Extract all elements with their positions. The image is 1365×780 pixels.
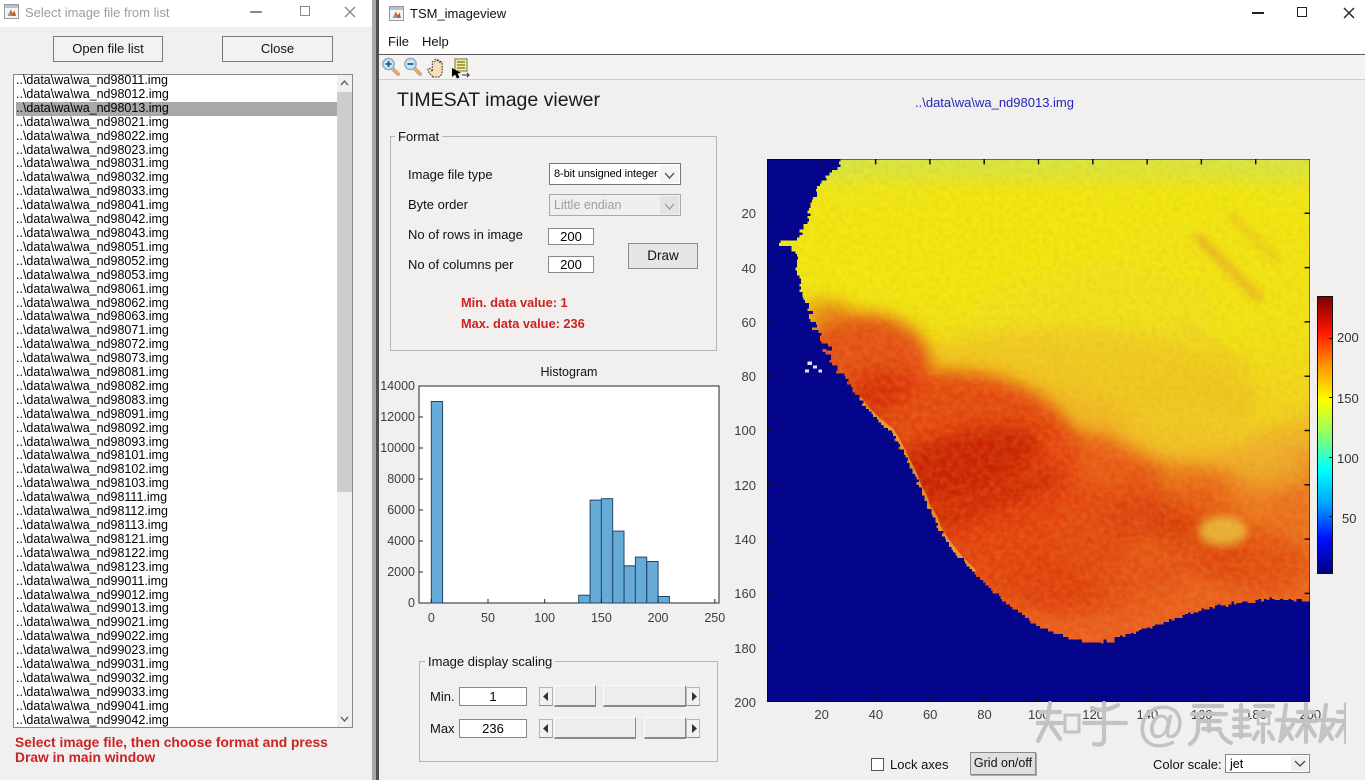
svg-text:200: 200 bbox=[648, 611, 669, 625]
svg-text:100: 100 bbox=[534, 611, 555, 625]
svg-text:10000: 10000 bbox=[380, 441, 415, 455]
svg-text:2000: 2000 bbox=[387, 565, 415, 579]
svg-text:150: 150 bbox=[591, 611, 612, 625]
svg-text:0: 0 bbox=[408, 596, 415, 610]
svg-text:Histogram: Histogram bbox=[541, 365, 598, 379]
svg-text:0: 0 bbox=[428, 611, 435, 625]
svg-text:12000: 12000 bbox=[380, 410, 415, 424]
svg-text:250: 250 bbox=[704, 611, 725, 625]
svg-text:14000: 14000 bbox=[380, 379, 415, 393]
svg-text:6000: 6000 bbox=[387, 503, 415, 517]
svg-text:8000: 8000 bbox=[387, 472, 415, 486]
svg-text:@: @ bbox=[1138, 699, 1185, 749]
svg-text:50: 50 bbox=[481, 611, 495, 625]
svg-text:4000: 4000 bbox=[387, 534, 415, 548]
